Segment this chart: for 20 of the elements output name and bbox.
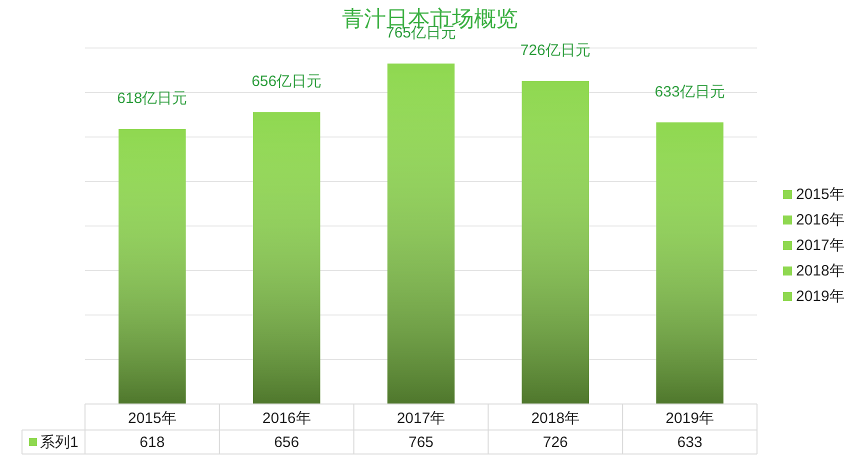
x-tick-label: 2018年: [531, 410, 580, 427]
data-label: 765: [408, 434, 434, 451]
category-label: 2015年: [796, 186, 844, 203]
category-label: 2018年: [796, 262, 844, 280]
category-label: 2017年: [796, 237, 844, 254]
data-label: 656: [274, 434, 300, 451]
data-label: 618: [140, 434, 165, 451]
x-tick-label: 2016年: [262, 410, 311, 427]
data-label: 726: [542, 434, 568, 451]
annotation: 726亿日元: [520, 42, 590, 59]
annotation: 618亿日元: [117, 90, 188, 107]
legend-label: 系列1: [40, 434, 78, 451]
x-tick-label: 2019年: [666, 410, 714, 427]
x-tick-label: 2017年: [396, 410, 446, 427]
annotation: 633亿日元: [654, 83, 725, 100]
x-tick-label: 2015年: [128, 410, 176, 427]
data-label: 633: [677, 434, 702, 451]
category-label: 2016年: [796, 212, 844, 228]
annotation: 656亿日元: [252, 73, 322, 90]
category-label: 2019年: [796, 288, 844, 305]
